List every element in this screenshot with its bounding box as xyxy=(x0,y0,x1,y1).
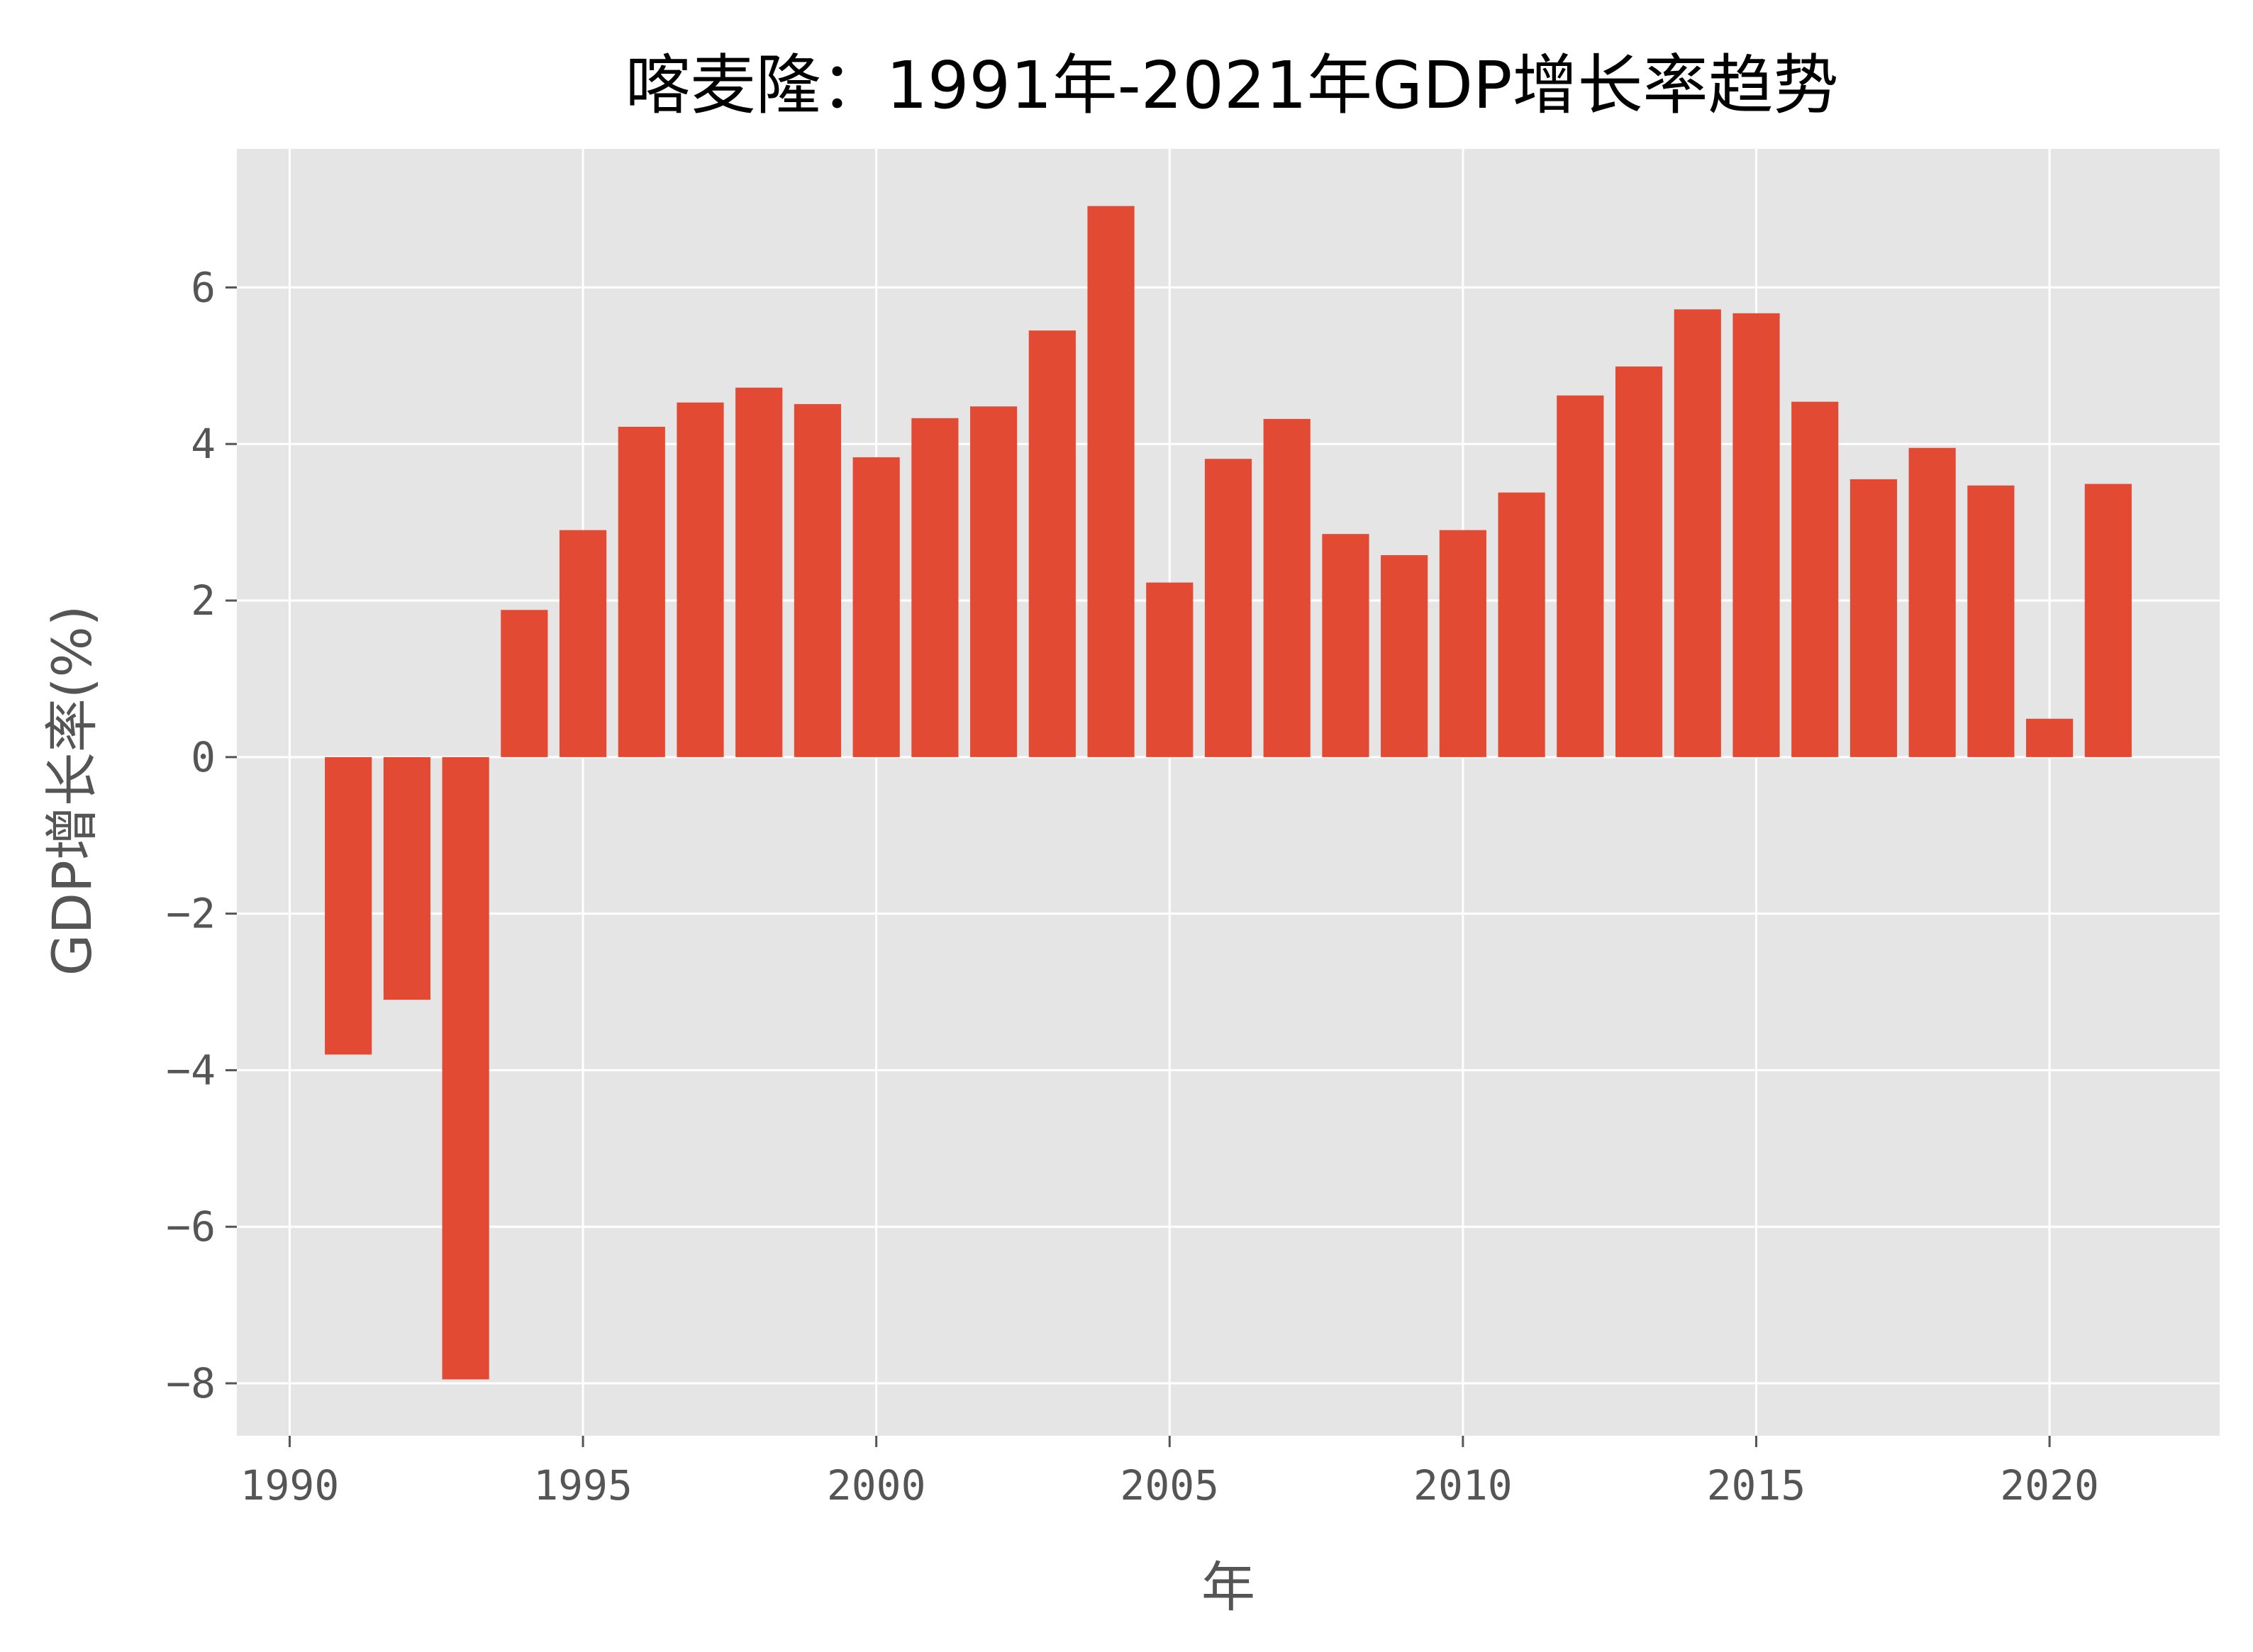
y-tick-label: 6 xyxy=(191,263,216,311)
bar-2005 xyxy=(1146,582,1194,757)
bar-2001 xyxy=(911,418,959,757)
bar-2011 xyxy=(1498,492,1545,757)
bar-1991 xyxy=(325,757,372,1055)
y-axis-label: GDP增长率(%) xyxy=(40,605,104,976)
y-tick-label: 2 xyxy=(191,576,216,625)
bar-2003 xyxy=(1028,330,1076,757)
bar-1998 xyxy=(735,387,783,757)
y-tick-label: 4 xyxy=(191,420,216,468)
x-axis-ticks: 1990 1995 2000 2005 2010 2015 2020 xyxy=(240,1436,2099,1509)
bar-1992 xyxy=(383,757,430,1000)
bar-2007 xyxy=(1263,418,1311,757)
y-tick-label: −6 xyxy=(166,1202,216,1251)
x-tick-label: 1990 xyxy=(240,1461,340,1509)
bar-1994 xyxy=(501,610,548,757)
x-axis-label: 年 xyxy=(1201,1556,1255,1619)
bar-2004 xyxy=(1087,206,1135,757)
bar-1997 xyxy=(677,402,724,757)
bar-2018 xyxy=(1908,447,1956,757)
y-axis-ticks: −8 −6 −4 −2 0 2 4 6 xyxy=(166,263,237,1407)
bar-2019 xyxy=(1967,485,2015,757)
bar-1993 xyxy=(442,757,489,1380)
bar-1995 xyxy=(559,530,607,757)
bar-1999 xyxy=(794,403,842,757)
bar-2013 xyxy=(1615,366,1663,757)
y-tick-label: −8 xyxy=(166,1359,216,1407)
bar-2021 xyxy=(2084,484,2132,757)
bar-2012 xyxy=(1557,395,1604,757)
x-tick-label: 2010 xyxy=(1413,1461,1513,1509)
x-tick-label: 2005 xyxy=(1120,1461,1219,1509)
x-tick-label: 2020 xyxy=(2000,1461,2099,1509)
bar-2016 xyxy=(1791,401,1839,757)
bars xyxy=(325,206,2132,1380)
bar-2000 xyxy=(852,457,900,757)
bar-2020 xyxy=(2026,718,2074,757)
plot-area xyxy=(237,149,2220,1436)
chart-title: 喀麦隆：1991年-2021年GDP增长率趋势 xyxy=(625,48,1838,123)
bar-2017 xyxy=(1849,479,1898,757)
x-tick-label: 2015 xyxy=(1707,1461,1806,1509)
y-tick-label: −2 xyxy=(166,890,216,938)
y-tick-label: −4 xyxy=(166,1046,216,1094)
bar-2010 xyxy=(1439,530,1486,757)
y-tick-label: 0 xyxy=(191,733,216,781)
bar-2014 xyxy=(1674,309,1721,757)
bar-2006 xyxy=(1204,459,1252,757)
bar-2002 xyxy=(970,406,1018,757)
x-tick-label: 2000 xyxy=(827,1461,926,1509)
bar-1996 xyxy=(618,426,665,757)
bar-2015 xyxy=(1732,313,1780,757)
x-tick-label: 1995 xyxy=(533,1461,633,1509)
bar-2009 xyxy=(1381,554,1428,757)
bar-2008 xyxy=(1322,534,1369,757)
